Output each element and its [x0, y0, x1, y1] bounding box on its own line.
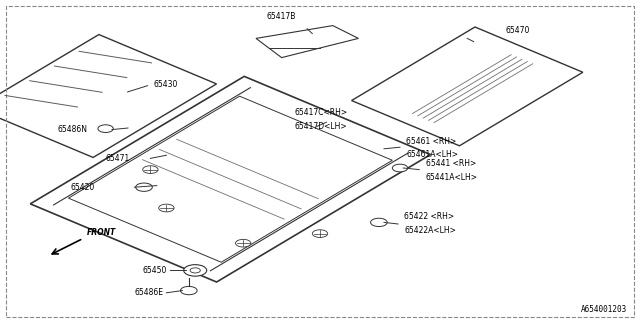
Text: A654001203: A654001203: [581, 305, 627, 314]
Circle shape: [136, 183, 152, 191]
Circle shape: [159, 204, 174, 212]
Circle shape: [184, 265, 207, 276]
Circle shape: [371, 218, 387, 227]
Text: 65417D<LH>: 65417D<LH>: [294, 122, 347, 131]
Circle shape: [392, 164, 408, 172]
Circle shape: [98, 125, 113, 132]
Text: 65486E: 65486E: [134, 288, 163, 297]
Text: FRONT: FRONT: [86, 228, 116, 237]
Text: 65417C<RH>: 65417C<RH>: [294, 108, 348, 117]
Text: 65430: 65430: [154, 80, 178, 89]
Text: 65422A<LH>: 65422A<LH>: [404, 226, 456, 235]
Text: 65420: 65420: [70, 183, 95, 192]
Text: 65470: 65470: [506, 26, 530, 35]
Text: 65422 <RH>: 65422 <RH>: [404, 212, 454, 221]
Circle shape: [236, 239, 251, 247]
Circle shape: [190, 268, 200, 273]
Text: 65450: 65450: [142, 266, 166, 275]
Text: 65461 <RH>: 65461 <RH>: [406, 137, 457, 146]
Text: 65441A<LH>: 65441A<LH>: [426, 173, 477, 182]
Circle shape: [180, 286, 197, 295]
Text: 65471: 65471: [106, 154, 130, 163]
Text: 65441 <RH>: 65441 <RH>: [426, 159, 476, 168]
Polygon shape: [30, 76, 431, 282]
Text: 65486N: 65486N: [58, 125, 88, 134]
Polygon shape: [351, 27, 583, 146]
Polygon shape: [256, 26, 358, 58]
Circle shape: [312, 230, 328, 237]
Text: 65417B: 65417B: [267, 12, 296, 21]
Polygon shape: [0, 35, 216, 157]
Circle shape: [143, 166, 158, 173]
Text: 65461A<LH>: 65461A<LH>: [406, 150, 458, 159]
